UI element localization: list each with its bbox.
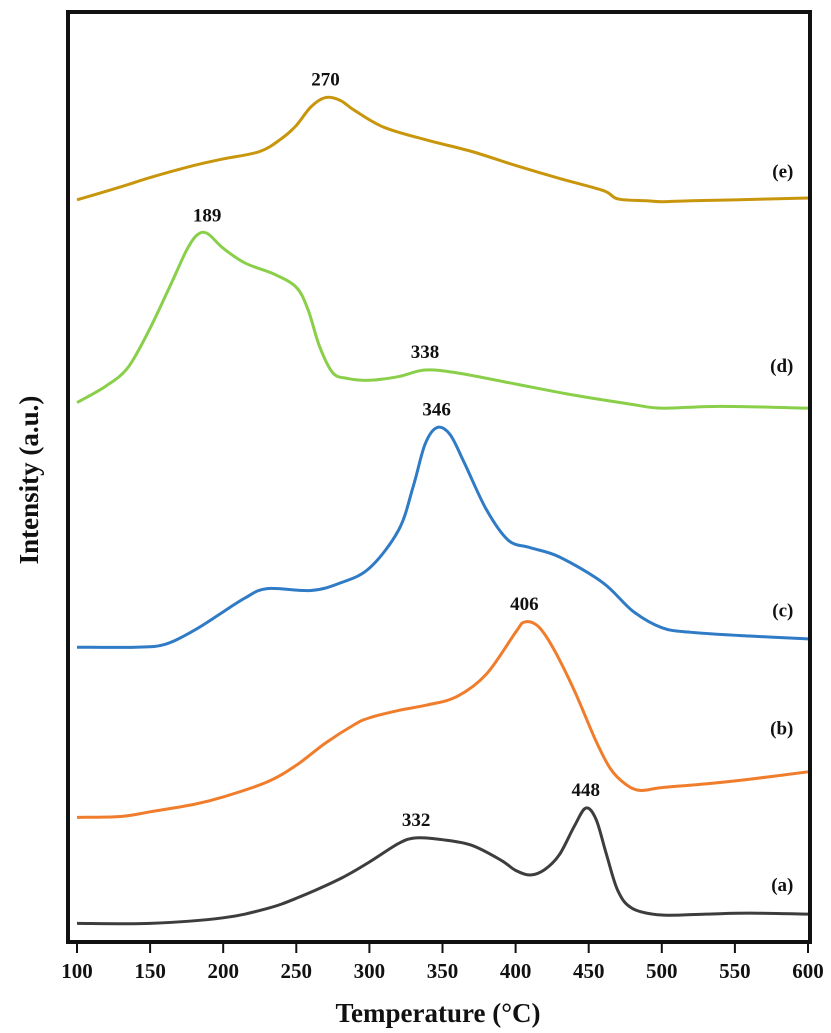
- x-tick-label: 250: [281, 959, 313, 983]
- series-label: (e): [772, 162, 793, 183]
- peak-label: 346: [422, 400, 451, 421]
- x-tick-label: 200: [207, 959, 239, 983]
- y-axis-label: Intensity (a.u.): [14, 396, 44, 565]
- x-axis-label: Temperature (°C): [335, 998, 540, 1028]
- x-tick-label: 550: [719, 959, 751, 983]
- series-label: (a): [771, 875, 793, 896]
- series-line-a: [76, 806, 809, 926]
- x-tick-label: 150: [134, 959, 166, 983]
- series-line-d: [76, 230, 809, 410]
- peak-label: 270: [311, 70, 340, 91]
- peak-label: 448: [572, 780, 601, 801]
- x-tick-label: 300: [354, 959, 386, 983]
- series-line-c: [76, 425, 809, 649]
- x-tick-label: 350: [427, 959, 459, 983]
- series-line-e: [76, 95, 809, 204]
- plot-frame: [66, 10, 812, 944]
- x-tick-label: 600: [792, 959, 824, 983]
- series-label: (b): [770, 719, 793, 740]
- peak-label: 406: [510, 594, 539, 615]
- peak-label: 332: [402, 810, 431, 831]
- x-tick-label: 450: [573, 959, 605, 983]
- series-line-b: [76, 620, 809, 819]
- peak-label: 189: [193, 205, 222, 226]
- series-label: (c): [772, 601, 793, 622]
- peak-label: 338: [411, 342, 440, 363]
- x-tick-label: 500: [646, 959, 678, 983]
- series-label: (d): [770, 356, 793, 377]
- x-tick-label: 100: [61, 959, 93, 983]
- x-tick-label: 400: [500, 959, 532, 983]
